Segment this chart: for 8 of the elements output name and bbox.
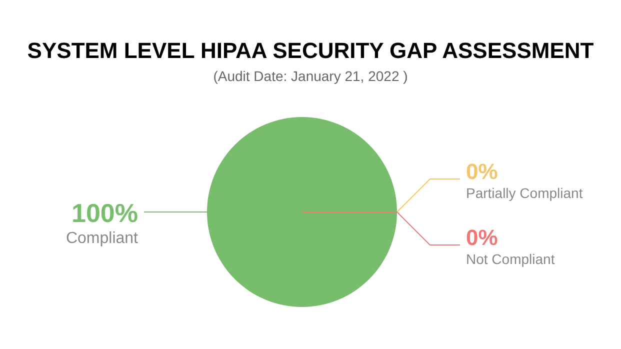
category-label: Not Compliant: [466, 251, 555, 267]
category-label: Partially Compliant: [466, 185, 583, 201]
text: 0%: [466, 159, 498, 184]
slice-label: Compliant: [66, 230, 139, 247]
text: 0%: [466, 225, 498, 250]
chart-subtitle: (Audit Date: January 21, 2022 ): [213, 68, 408, 84]
data-label: 100%: [72, 198, 138, 228]
chart-title: SYSTEM LEVEL HIPAA SECURITY GAP ASSESSMENT: [27, 38, 594, 63]
